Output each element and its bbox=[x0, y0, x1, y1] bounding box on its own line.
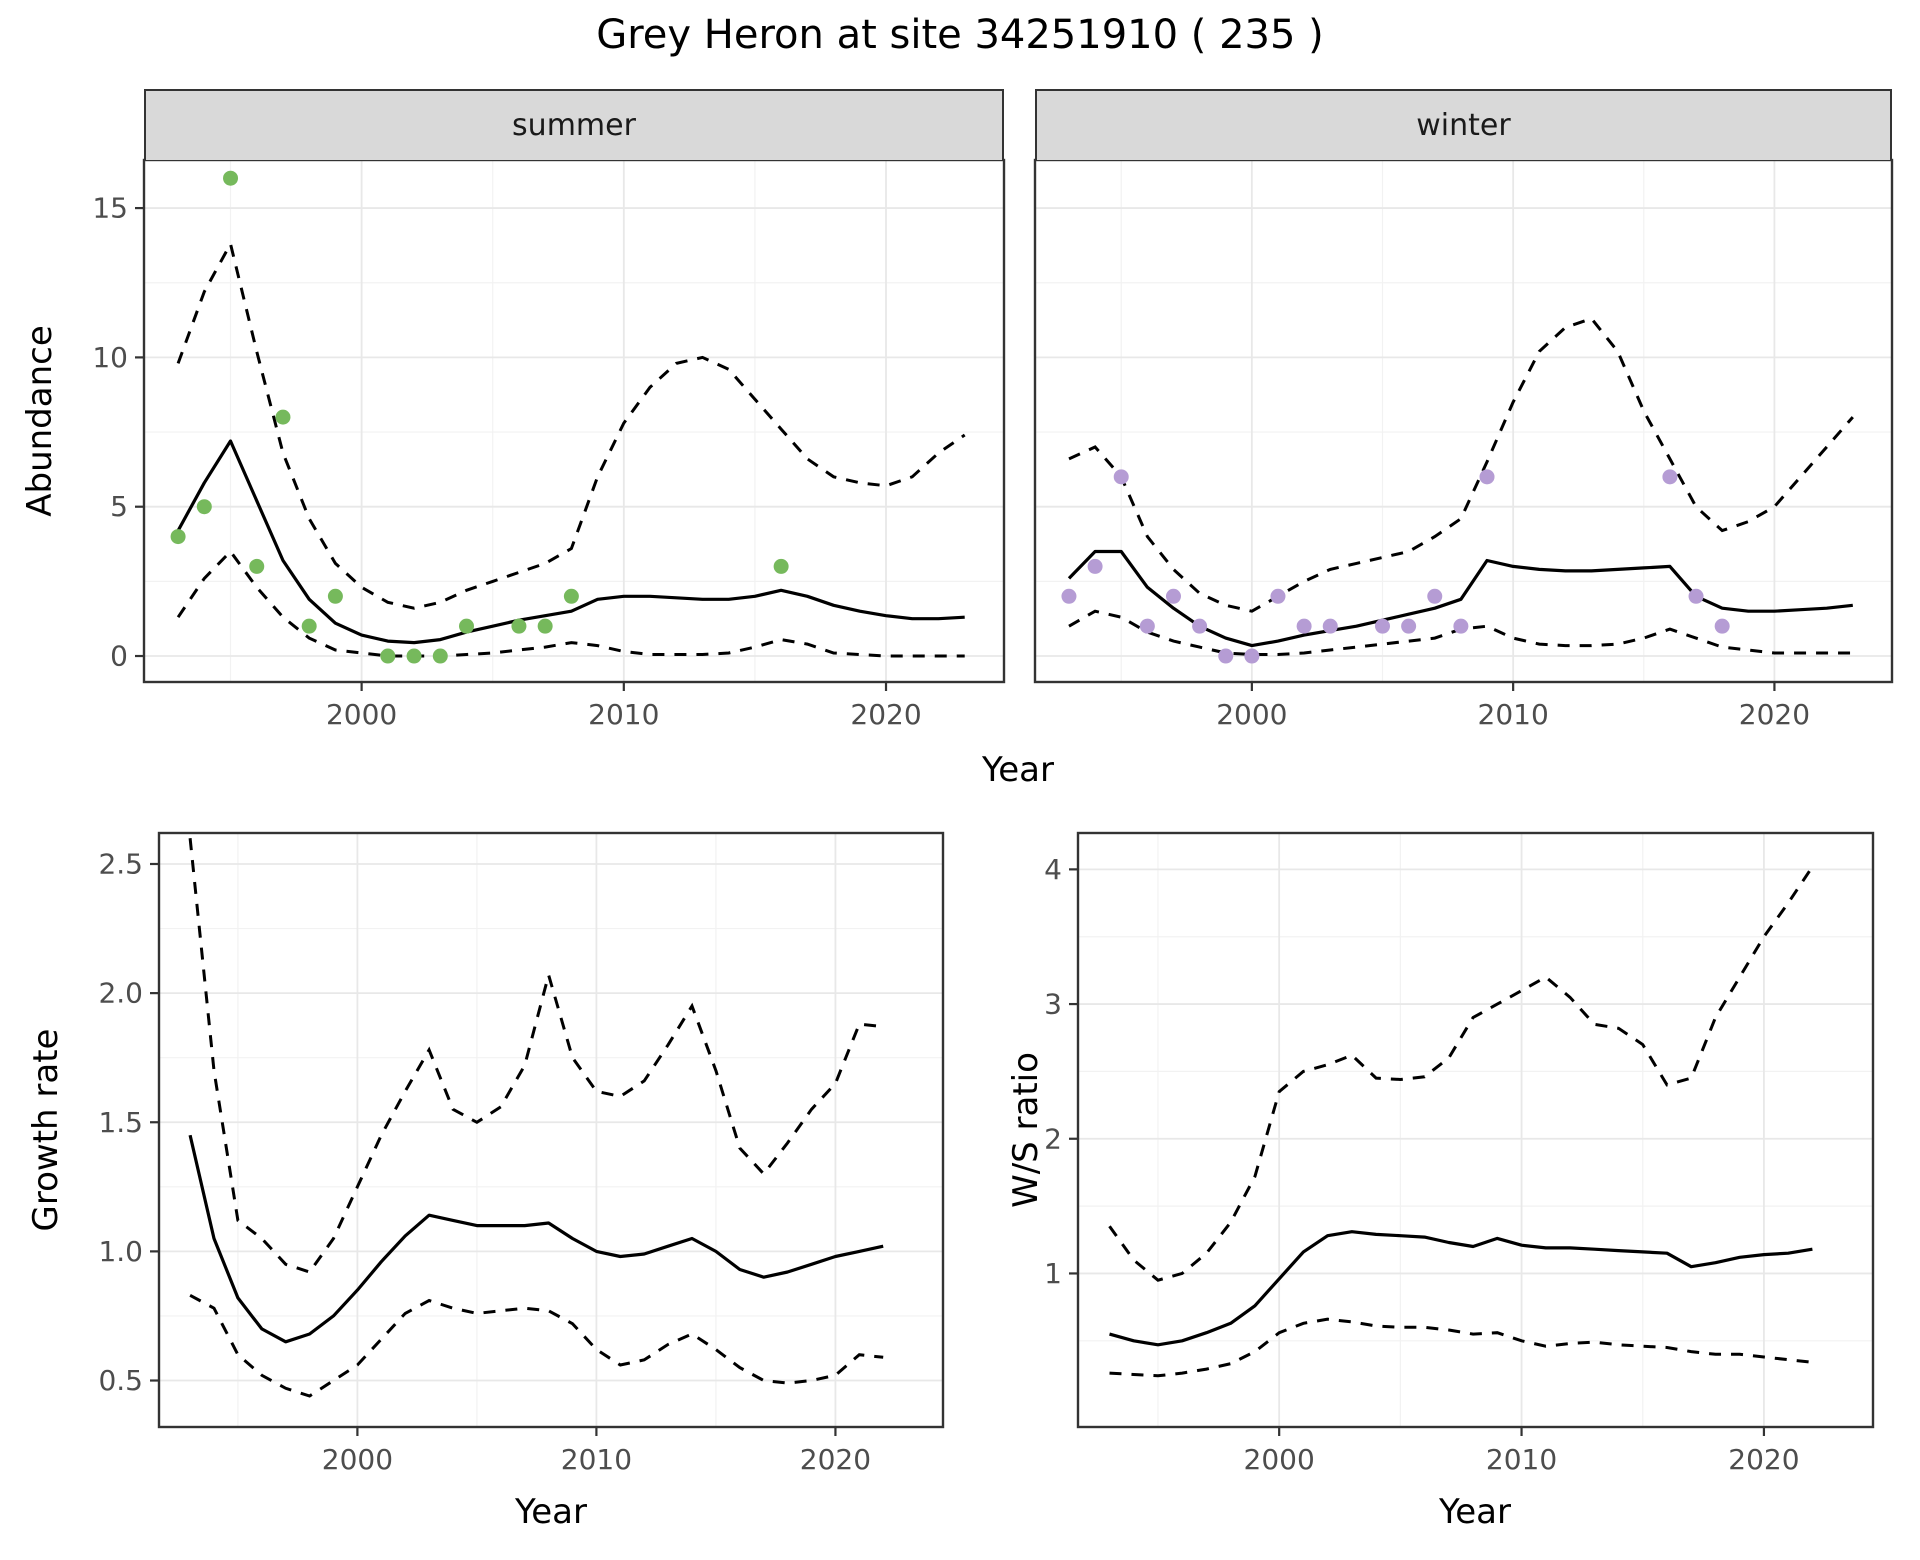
observation-point bbox=[275, 409, 291, 425]
observation-point bbox=[1244, 648, 1260, 664]
figure-title: Grey Heron at site 34251910 ( 235 ) bbox=[596, 12, 1324, 58]
observation-point bbox=[1427, 588, 1443, 604]
observation-point bbox=[1714, 618, 1730, 634]
facet-strip-summer-label: summer bbox=[512, 108, 636, 143]
upper-ci-line bbox=[1108, 865, 1814, 1282]
observation-point bbox=[1453, 618, 1469, 634]
y-tick-label: 0.5 bbox=[98, 1364, 143, 1397]
y-tick-label: 10 bbox=[92, 341, 128, 374]
observation-point bbox=[459, 618, 474, 634]
observation-point bbox=[1113, 469, 1129, 485]
y-tick-label: 1.0 bbox=[98, 1235, 143, 1268]
observation-point bbox=[1688, 588, 1704, 604]
observation-point bbox=[511, 618, 527, 634]
y-tick-label: 1.5 bbox=[98, 1106, 143, 1139]
observation-point bbox=[380, 648, 396, 664]
x-axis-label-year-growth: Year bbox=[515, 1492, 587, 1532]
panel-growth: 2000 2010 2020 0.5 1.0 1.5 2.0 2.5 bbox=[98, 831, 945, 1476]
observation-point bbox=[327, 588, 343, 604]
panel-border bbox=[142, 158, 1006, 684]
mean-line bbox=[188, 1134, 884, 1344]
x-tick-label: 2000 bbox=[326, 698, 397, 731]
facet-strip-summer: summer bbox=[144, 89, 1004, 160]
observation-point bbox=[1662, 469, 1678, 485]
x-tick-label: 2000 bbox=[1244, 1443, 1315, 1476]
observation-point bbox=[1270, 588, 1286, 604]
observation-point bbox=[1375, 618, 1391, 634]
panel-border bbox=[1033, 158, 1894, 684]
observation-point bbox=[170, 529, 186, 545]
observation-point bbox=[1218, 648, 1234, 664]
x-tick-label: 2020 bbox=[800, 1443, 871, 1476]
x-tick-label: 2020 bbox=[1728, 1443, 1799, 1476]
x-tick-label: 2020 bbox=[850, 698, 921, 731]
x-tick-label: 2020 bbox=[1739, 698, 1810, 731]
facet-strip-winter: winter bbox=[1035, 89, 1892, 160]
observation-point bbox=[1401, 618, 1417, 634]
x-tick-label: 2010 bbox=[1486, 1443, 1557, 1476]
observation-point bbox=[196, 499, 212, 515]
observation-point bbox=[1192, 618, 1208, 634]
upper-ci-line bbox=[188, 838, 884, 1274]
observation-point bbox=[1322, 618, 1338, 634]
observation-point bbox=[1165, 588, 1181, 604]
lower-ci-line bbox=[1109, 1317, 1813, 1378]
lower-ci-line bbox=[189, 1293, 884, 1398]
observation-point bbox=[1139, 618, 1155, 634]
observation-point bbox=[301, 618, 317, 634]
observation-point bbox=[1087, 558, 1103, 574]
observation-point bbox=[1479, 469, 1495, 485]
panel-background bbox=[144, 160, 1004, 682]
panel-border bbox=[1076, 831, 1875, 1429]
y-tick-label: 15 bbox=[92, 192, 128, 225]
facet-strip-winter-label: winter bbox=[1416, 108, 1511, 143]
y-tick-label: 2.5 bbox=[98, 847, 143, 880]
y-tick-label: 0 bbox=[110, 640, 128, 673]
observation-point bbox=[1296, 618, 1312, 634]
y-tick-label: 1 bbox=[1044, 1257, 1062, 1290]
observation-point bbox=[1061, 588, 1077, 604]
observation-point bbox=[223, 170, 239, 186]
x-tick-label: 2010 bbox=[588, 698, 659, 731]
x-axis-label-year-ws: Year bbox=[1439, 1492, 1511, 1532]
y-tick-label: 3 bbox=[1044, 988, 1062, 1021]
lower-ci-line bbox=[176, 549, 965, 658]
y-axis-label-ws-ratio: W/S ratio bbox=[1006, 1052, 1046, 1208]
observation-point bbox=[563, 588, 579, 604]
panel-border bbox=[157, 831, 945, 1429]
x-tick-label: 2010 bbox=[1478, 698, 1549, 731]
x-tick-label: 2000 bbox=[1216, 698, 1287, 731]
upper-ci-line bbox=[176, 239, 966, 610]
observation-point bbox=[773, 558, 789, 574]
panel-background bbox=[1035, 160, 1892, 682]
mean-line bbox=[1109, 1230, 1813, 1347]
mean-line bbox=[176, 439, 965, 645]
observation-point bbox=[249, 558, 265, 574]
y-tick-label: 5 bbox=[110, 490, 128, 523]
observation-point bbox=[406, 648, 422, 664]
y-tick-label: 2.0 bbox=[98, 977, 143, 1010]
upper-ci-line bbox=[1068, 316, 1854, 613]
y-tick-label: 4 bbox=[1044, 853, 1062, 886]
observation-point bbox=[432, 648, 448, 664]
panel-background bbox=[159, 833, 943, 1427]
x-tick-label: 2010 bbox=[561, 1443, 632, 1476]
x-tick-label: 2000 bbox=[322, 1443, 393, 1476]
y-tick-label: 2 bbox=[1044, 1122, 1062, 1155]
panel-ws: 2000 2010 2020 1 2 3 4 bbox=[1044, 831, 1875, 1476]
panel-background bbox=[1078, 833, 1873, 1427]
y-axis-label-abundance: Abundance bbox=[20, 325, 60, 517]
panel-summer: 2000 2010 2020 0 5 10 15 bbox=[92, 158, 1006, 731]
x-axis-label-year-top: Year bbox=[982, 750, 1054, 790]
observation-point bbox=[537, 618, 553, 634]
y-axis-label-growth-rate: Growth rate bbox=[26, 1028, 66, 1232]
panel-winter: 2000 2010 2020 bbox=[1033, 158, 1894, 731]
